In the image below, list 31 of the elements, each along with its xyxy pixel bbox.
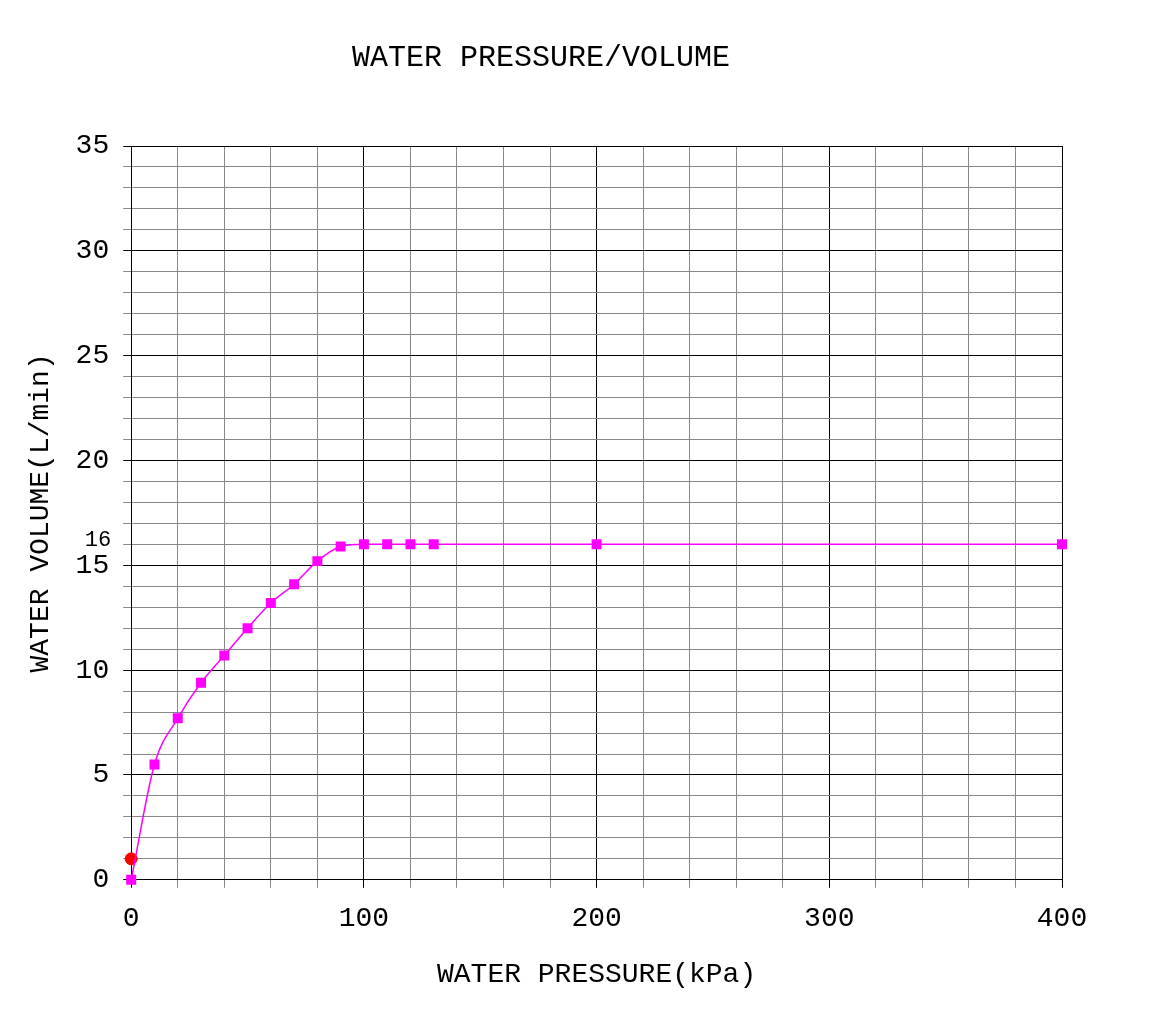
y-tick-label: 10 (75, 654, 110, 686)
point (358, 539, 369, 550)
point (149, 759, 160, 770)
y-axis-title: WATER VOLUME(L/min) (25, 353, 57, 673)
point (591, 539, 602, 550)
point (405, 539, 416, 550)
chart-title: WATER PRESSURE/VOLUME (351, 40, 731, 75)
x-tick-label: 100 (338, 903, 390, 935)
x-tick-label: 200 (571, 903, 622, 935)
point (219, 650, 230, 661)
point (335, 541, 346, 552)
point (289, 579, 300, 590)
point (1057, 539, 1067, 550)
point (172, 713, 183, 724)
y-tick-label: 35 (75, 130, 110, 162)
y-tick-label: 0 (92, 864, 110, 896)
y-tick-label: 20 (75, 444, 110, 476)
y-tick-label: 30 (75, 235, 110, 267)
point (382, 539, 393, 550)
y-tick-label: 5 (92, 759, 110, 791)
x-tick-label: 400 (1036, 903, 1088, 935)
x-tick-label: 300 (804, 903, 855, 935)
x-axis-title: WATER PRESSURE(kPa) (436, 958, 757, 990)
point (428, 539, 439, 550)
point (126, 874, 137, 885)
point (312, 556, 323, 567)
point (242, 623, 253, 634)
y-tick-label: 25 (75, 340, 110, 372)
point (265, 598, 276, 609)
x-tick-label: 0 (122, 903, 140, 935)
point (196, 677, 207, 688)
